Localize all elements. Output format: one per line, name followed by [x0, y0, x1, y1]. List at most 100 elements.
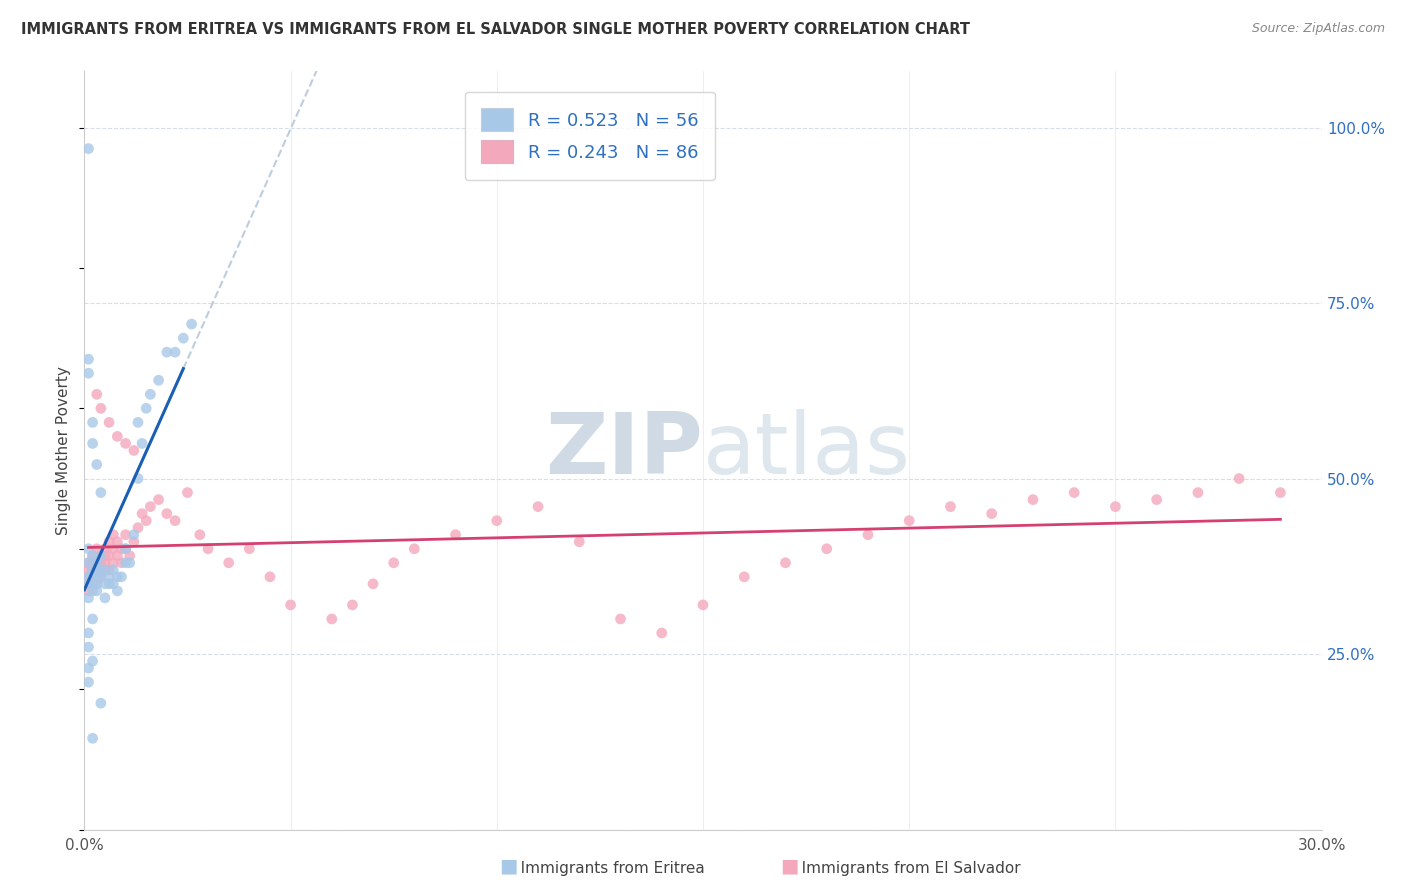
- Point: [90, 563, 112, 577]
- Point: [86, 570, 108, 584]
- Point: [82, 436, 104, 450]
- Point: [82, 570, 104, 584]
- Point: [105, 570, 128, 584]
- Legend: R = 0.523   N = 56, R = 0.243   N = 86: R = 0.523 N = 56, R = 0.243 N = 86: [464, 92, 714, 179]
- Point: [135, 401, 157, 416]
- Point: [82, 563, 104, 577]
- Point: [77, 640, 100, 654]
- Point: [77, 583, 100, 598]
- Point: [118, 549, 141, 563]
- Point: [122, 534, 145, 549]
- Point: [77, 591, 100, 605]
- Point: [105, 549, 128, 563]
- Point: [86, 387, 108, 401]
- Point: [86, 556, 108, 570]
- Point: [86, 563, 108, 577]
- Point: [77, 577, 100, 591]
- Point: [110, 556, 132, 570]
- Point: [114, 436, 136, 450]
- Point: [259, 570, 281, 584]
- Text: Source: ZipAtlas.com: Source: ZipAtlas.com: [1251, 22, 1385, 36]
- Point: [90, 570, 112, 584]
- Point: [114, 527, 136, 541]
- Point: [90, 570, 112, 584]
- Point: [98, 570, 121, 584]
- Point: [103, 577, 125, 591]
- Point: [90, 485, 112, 500]
- Point: [939, 500, 962, 514]
- Point: [404, 541, 426, 556]
- Point: [361, 577, 384, 591]
- Point: [105, 583, 128, 598]
- Point: [86, 458, 108, 472]
- Point: [733, 570, 755, 584]
- Point: [127, 416, 149, 430]
- Point: [86, 570, 108, 584]
- Point: [82, 577, 104, 591]
- Point: [82, 577, 104, 591]
- Point: [98, 563, 121, 577]
- Point: [82, 570, 104, 584]
- Point: [103, 527, 125, 541]
- Point: [105, 429, 128, 443]
- Point: [103, 563, 125, 577]
- Point: [815, 541, 838, 556]
- Point: [139, 387, 162, 401]
- Point: [82, 570, 104, 584]
- Point: [156, 507, 179, 521]
- Point: [485, 514, 508, 528]
- Point: [98, 534, 121, 549]
- Point: [90, 549, 112, 563]
- Point: [131, 507, 153, 521]
- Point: [131, 436, 153, 450]
- Point: [86, 541, 108, 556]
- Point: [165, 514, 187, 528]
- Point: [98, 416, 121, 430]
- Point: [94, 556, 117, 570]
- Point: [127, 471, 149, 485]
- Text: atlas: atlas: [703, 409, 911, 492]
- Point: [90, 401, 112, 416]
- Point: [77, 675, 100, 690]
- Point: [105, 534, 128, 549]
- Point: [94, 563, 117, 577]
- Point: [86, 556, 108, 570]
- Point: [82, 654, 104, 668]
- Point: [197, 541, 219, 556]
- Point: [139, 500, 162, 514]
- Point: [94, 541, 117, 556]
- Point: [94, 549, 117, 563]
- Point: [98, 577, 121, 591]
- Point: [114, 541, 136, 556]
- Point: [90, 549, 112, 563]
- Point: [82, 549, 104, 563]
- Point: [856, 527, 879, 541]
- Point: [1187, 485, 1209, 500]
- Point: [122, 443, 145, 458]
- Point: [114, 541, 136, 556]
- Point: [82, 612, 104, 626]
- Point: [176, 485, 198, 500]
- Point: [90, 563, 112, 577]
- Point: [1270, 485, 1292, 500]
- Point: [127, 521, 149, 535]
- Point: [82, 556, 104, 570]
- Point: [1022, 492, 1045, 507]
- Point: [103, 556, 125, 570]
- Point: [180, 317, 202, 331]
- Text: ■: ■: [499, 856, 517, 875]
- Point: [148, 373, 170, 387]
- Point: [238, 541, 260, 556]
- Text: ■: ■: [780, 856, 799, 875]
- Point: [165, 345, 187, 359]
- Point: [77, 563, 100, 577]
- Point: [114, 556, 136, 570]
- Point: [77, 626, 100, 640]
- Point: [98, 549, 121, 563]
- Point: [94, 591, 117, 605]
- Point: [82, 549, 104, 563]
- Text: Immigrants from Eritrea: Immigrants from Eritrea: [506, 861, 704, 876]
- Point: [90, 696, 112, 710]
- Text: IMMIGRANTS FROM ERITREA VS IMMIGRANTS FROM EL SALVADOR SINGLE MOTHER POVERTY COR: IMMIGRANTS FROM ERITREA VS IMMIGRANTS FR…: [21, 22, 970, 37]
- Point: [156, 345, 179, 359]
